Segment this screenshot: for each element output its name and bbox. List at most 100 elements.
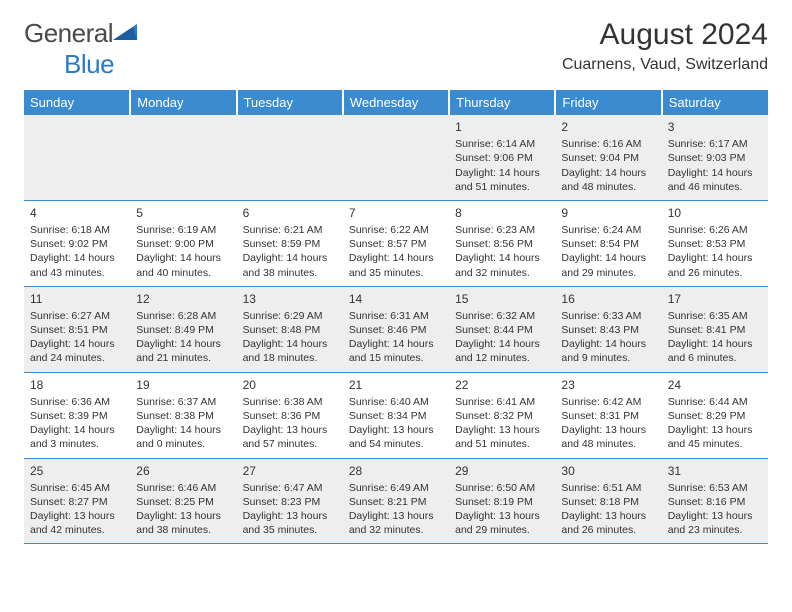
day-number: 10 bbox=[668, 205, 762, 221]
calendar-page: General Blue August 2024 Cuarnens, Vaud,… bbox=[0, 0, 792, 556]
weekday-header: Wednesday bbox=[343, 90, 449, 115]
calendar-day-cell: 18 Sunrise: 6:36 AM Sunset: 8:39 PM Dayli… bbox=[24, 372, 130, 458]
day-number: 1 bbox=[455, 119, 549, 135]
day-info: Sunrise: 6:53 AM Sunset: 8:16 PM Dayligh… bbox=[668, 481, 762, 538]
day-number: 12 bbox=[136, 291, 230, 307]
calendar-day-cell: 13Sunrise: 6:29 AM Sunset: 8:48 PM Dayli… bbox=[237, 286, 343, 372]
calendar-day-cell: 15 Sunrise: 6:32 AM Sunset: 8:44 PM Dayli… bbox=[449, 286, 555, 372]
day-number: 2 bbox=[561, 119, 655, 135]
calendar-body: 1 Sunrise: 6:14 AM Sunset: 9:06 PM Daylig… bbox=[24, 115, 768, 544]
calendar-day-cell: 22 Sunrise: 6:41 AM Sunset: 8:32 PM Dayli… bbox=[449, 372, 555, 458]
brand-part2: Blue bbox=[64, 49, 114, 79]
calendar-day-cell: 3 Sunrise: 6:17 AM Sunset: 9:03 PM Daylig… bbox=[662, 115, 768, 200]
calendar-day-cell: 24 Sunrise: 6:44 AM Sunset: 8:29 PM Dayli… bbox=[662, 372, 768, 458]
day-info: Sunrise: 6:24 AM Sunset: 8:54 PM Dayligh… bbox=[561, 223, 655, 280]
weekday-header: Sunday bbox=[24, 90, 130, 115]
day-info: Sunrise: 6:36 AM Sunset: 8:39 PM Dayligh… bbox=[30, 395, 124, 452]
day-number: 30 bbox=[561, 463, 655, 479]
page-subtitle: Cuarnens, Vaud, Switzerland bbox=[562, 56, 768, 74]
brand-text: General Blue bbox=[24, 18, 139, 80]
day-number: 9 bbox=[561, 205, 655, 221]
day-info: Sunrise: 6:50 AM Sunset: 8:19 PM Dayligh… bbox=[455, 481, 549, 538]
calendar-day-cell: 11 Sunrise: 6:27 AM Sunset: 8:51 PM Dayli… bbox=[24, 286, 130, 372]
day-number: 18 bbox=[30, 377, 124, 393]
day-info: Sunrise: 6:16 AM Sunset: 9:04 PM Dayligh… bbox=[561, 137, 655, 194]
day-number: 13 bbox=[243, 291, 337, 307]
calendar-day-cell bbox=[24, 115, 130, 200]
day-number: 31 bbox=[668, 463, 762, 479]
day-number: 14 bbox=[349, 291, 443, 307]
calendar-week-row: 11 Sunrise: 6:27 AM Sunset: 8:51 PM Dayli… bbox=[24, 286, 768, 372]
day-number: 26 bbox=[136, 463, 230, 479]
day-number: 6 bbox=[243, 205, 337, 221]
day-info: Sunrise: 6:35 AM Sunset: 8:41 PM Dayligh… bbox=[668, 309, 762, 366]
weekday-header: Thursday bbox=[449, 90, 555, 115]
day-number: 23 bbox=[561, 377, 655, 393]
weekday-header: Friday bbox=[555, 90, 661, 115]
day-number: 20 bbox=[243, 377, 337, 393]
calendar-week-row: 25Sunrise: 6:45 AM Sunset: 8:27 PM Dayli… bbox=[24, 458, 768, 544]
day-info: Sunrise: 6:17 AM Sunset: 9:03 PM Dayligh… bbox=[668, 137, 762, 194]
calendar-day-cell: 12 Sunrise: 6:28 AM Sunset: 8:49 PM Dayli… bbox=[130, 286, 236, 372]
day-number: 28 bbox=[349, 463, 443, 479]
day-number: 22 bbox=[455, 377, 549, 393]
calendar-day-cell: 16Sunrise: 6:33 AM Sunset: 8:43 PM Dayli… bbox=[555, 286, 661, 372]
calendar-day-cell bbox=[237, 115, 343, 200]
calendar-week-row: 4 Sunrise: 6:18 AM Sunset: 9:02 PM Daylig… bbox=[24, 200, 768, 286]
day-number: 11 bbox=[30, 291, 124, 307]
day-number: 8 bbox=[455, 205, 549, 221]
day-info: Sunrise: 6:22 AM Sunset: 8:57 PM Dayligh… bbox=[349, 223, 443, 280]
day-number: 25 bbox=[30, 463, 124, 479]
brand-logo: General Blue bbox=[24, 18, 139, 80]
day-info: Sunrise: 6:40 AM Sunset: 8:34 PM Dayligh… bbox=[349, 395, 443, 452]
day-number: 15 bbox=[455, 291, 549, 307]
day-number: 17 bbox=[668, 291, 762, 307]
day-number: 16 bbox=[561, 291, 655, 307]
calendar-day-cell: 8Sunrise: 6:23 AM Sunset: 8:56 PM Daylig… bbox=[449, 200, 555, 286]
calendar-header-row: SundayMondayTuesdayWednesdayThursdayFrid… bbox=[24, 90, 768, 115]
calendar-day-cell: 5Sunrise: 6:19 AM Sunset: 9:00 PM Daylig… bbox=[130, 200, 236, 286]
brand-part1: General bbox=[24, 18, 113, 48]
calendar-day-cell: 14 Sunrise: 6:31 AM Sunset: 8:46 PM Dayli… bbox=[343, 286, 449, 372]
calendar-day-cell: 30 Sunrise: 6:51 AM Sunset: 8:18 PM Dayli… bbox=[555, 458, 661, 544]
calendar-day-cell: 4 Sunrise: 6:18 AM Sunset: 9:02 PM Daylig… bbox=[24, 200, 130, 286]
calendar-day-cell: 28 Sunrise: 6:49 AM Sunset: 8:21 PM Dayli… bbox=[343, 458, 449, 544]
calendar-table: SundayMondayTuesdayWednesdayThursdayFrid… bbox=[24, 90, 768, 544]
day-info: Sunrise: 6:38 AM Sunset: 8:36 PM Dayligh… bbox=[243, 395, 337, 452]
day-info: Sunrise: 6:28 AM Sunset: 8:49 PM Dayligh… bbox=[136, 309, 230, 366]
day-number: 19 bbox=[136, 377, 230, 393]
calendar-day-cell: 21 Sunrise: 6:40 AM Sunset: 8:34 PM Dayli… bbox=[343, 372, 449, 458]
day-info: Sunrise: 6:51 AM Sunset: 8:18 PM Dayligh… bbox=[561, 481, 655, 538]
day-info: Sunrise: 6:46 AM Sunset: 8:25 PM Dayligh… bbox=[136, 481, 230, 538]
day-number: 24 bbox=[668, 377, 762, 393]
calendar-day-cell: 31 Sunrise: 6:53 AM Sunset: 8:16 PM Dayli… bbox=[662, 458, 768, 544]
brand-triangle-icon bbox=[113, 22, 139, 42]
calendar-day-cell: 20 Sunrise: 6:38 AM Sunset: 8:36 PM Dayli… bbox=[237, 372, 343, 458]
day-info: Sunrise: 6:44 AM Sunset: 8:29 PM Dayligh… bbox=[668, 395, 762, 452]
calendar-day-cell: 7Sunrise: 6:22 AM Sunset: 8:57 PM Daylig… bbox=[343, 200, 449, 286]
day-info: Sunrise: 6:41 AM Sunset: 8:32 PM Dayligh… bbox=[455, 395, 549, 452]
day-number: 3 bbox=[668, 119, 762, 135]
day-info: Sunrise: 6:14 AM Sunset: 9:06 PM Dayligh… bbox=[455, 137, 549, 194]
day-info: Sunrise: 6:49 AM Sunset: 8:21 PM Dayligh… bbox=[349, 481, 443, 538]
calendar-day-cell: 23 Sunrise: 6:42 AM Sunset: 8:31 PM Dayli… bbox=[555, 372, 661, 458]
day-info: Sunrise: 6:18 AM Sunset: 9:02 PM Dayligh… bbox=[30, 223, 124, 280]
day-info: Sunrise: 6:21 AM Sunset: 8:59 PM Dayligh… bbox=[243, 223, 337, 280]
day-info: Sunrise: 6:31 AM Sunset: 8:46 PM Dayligh… bbox=[349, 309, 443, 366]
calendar-day-cell: 10Sunrise: 6:26 AM Sunset: 8:53 PM Dayli… bbox=[662, 200, 768, 286]
calendar-day-cell: 2 Sunrise: 6:16 AM Sunset: 9:04 PM Daylig… bbox=[555, 115, 661, 200]
calendar-day-cell: 6 Sunrise: 6:21 AM Sunset: 8:59 PM Daylig… bbox=[237, 200, 343, 286]
calendar-day-cell: 25Sunrise: 6:45 AM Sunset: 8:27 PM Dayli… bbox=[24, 458, 130, 544]
calendar-day-cell: 9 Sunrise: 6:24 AM Sunset: 8:54 PM Daylig… bbox=[555, 200, 661, 286]
day-info: Sunrise: 6:32 AM Sunset: 8:44 PM Dayligh… bbox=[455, 309, 549, 366]
day-number: 29 bbox=[455, 463, 549, 479]
day-number: 21 bbox=[349, 377, 443, 393]
calendar-day-cell: 1 Sunrise: 6:14 AM Sunset: 9:06 PM Daylig… bbox=[449, 115, 555, 200]
calendar-week-row: 18 Sunrise: 6:36 AM Sunset: 8:39 PM Dayli… bbox=[24, 372, 768, 458]
day-number: 27 bbox=[243, 463, 337, 479]
day-info: Sunrise: 6:42 AM Sunset: 8:31 PM Dayligh… bbox=[561, 395, 655, 452]
header: General Blue August 2024 Cuarnens, Vaud,… bbox=[24, 18, 768, 80]
day-info: Sunrise: 6:19 AM Sunset: 9:00 PM Dayligh… bbox=[136, 223, 230, 280]
day-number: 4 bbox=[30, 205, 124, 221]
day-info: Sunrise: 6:27 AM Sunset: 8:51 PM Dayligh… bbox=[30, 309, 124, 366]
